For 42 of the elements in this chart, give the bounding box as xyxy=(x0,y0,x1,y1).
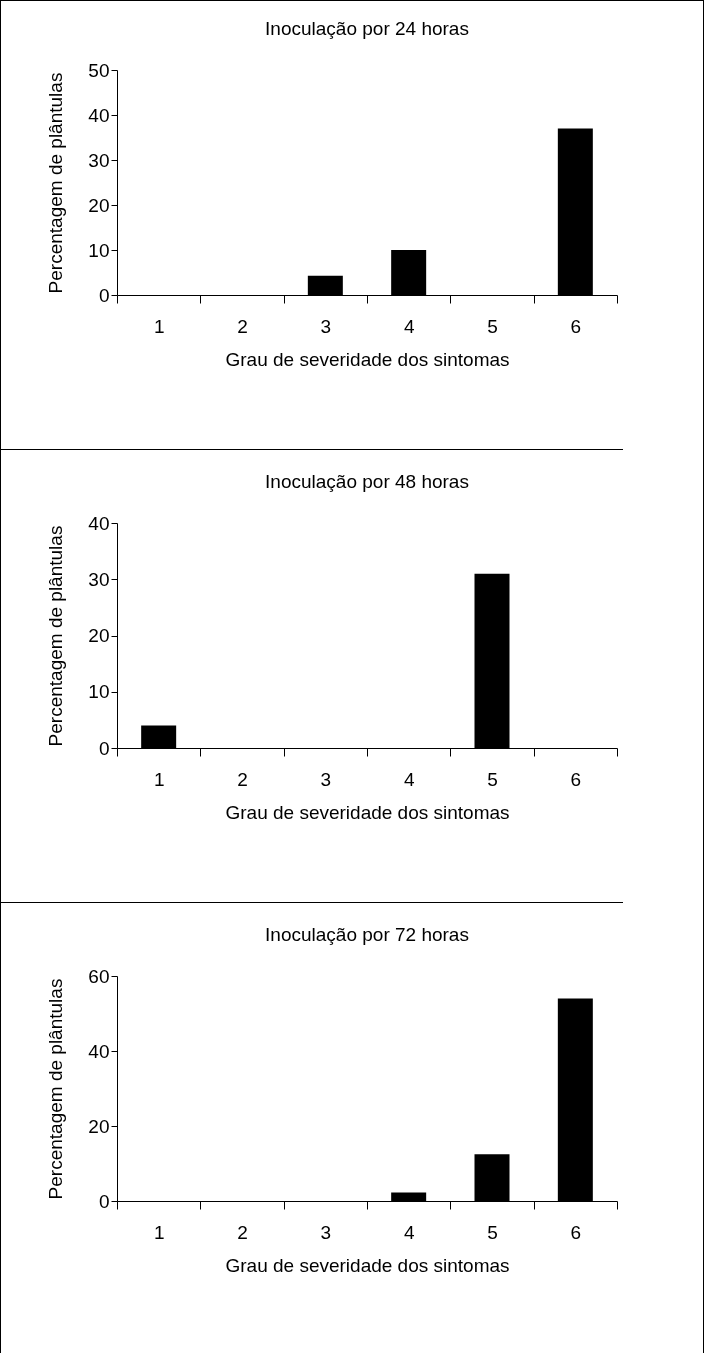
y-tick-label: 40 xyxy=(88,1040,110,1062)
y-tick-label: 40 xyxy=(88,104,110,126)
x-axis-title: Grau de severidade dos sintomas xyxy=(225,348,510,370)
x-tick-label: 4 xyxy=(403,1221,415,1243)
y-tick-label: 30 xyxy=(88,568,110,590)
chart-title: Inoculação por 72 horas xyxy=(265,924,469,945)
x-tick-label: 1 xyxy=(153,315,165,337)
x-tick-label: 3 xyxy=(320,315,332,337)
x-tick-label: 4 xyxy=(403,315,415,337)
x-tick-label: 2 xyxy=(237,768,248,790)
y-tick-label: 40 xyxy=(88,512,110,534)
chart-title: Inoculação por 24 horas xyxy=(265,18,469,39)
y-axis-title: Percentagem de plântulas xyxy=(45,72,67,294)
x-tick-label: 5 xyxy=(487,315,498,337)
chart-title: Inoculação por 48 horas xyxy=(265,471,469,492)
y-tick-label: 0 xyxy=(98,284,110,306)
y-tick-label: 50 xyxy=(88,59,110,81)
y-tick-label: 60 xyxy=(88,965,110,987)
y-axis-title: Percentagem de plântulas xyxy=(45,978,67,1200)
x-tick-label: 5 xyxy=(487,1221,498,1243)
x-tick-label: 4 xyxy=(403,768,415,790)
x-tick-label: 1 xyxy=(153,768,165,790)
y-tick-label: 0 xyxy=(98,1190,110,1212)
y-tick-label: 30 xyxy=(88,149,110,171)
x-tick-label: 1 xyxy=(153,1221,165,1243)
y-tick-label: 20 xyxy=(88,1115,110,1137)
x-tick-label: 2 xyxy=(237,1221,248,1243)
y-tick-label: 10 xyxy=(88,681,110,703)
x-axis-title: Grau de severidade dos sintomas xyxy=(225,1254,510,1276)
y-tick-label: 0 xyxy=(98,737,110,759)
x-tick-label: 6 xyxy=(570,315,582,337)
x-axis-title: Grau de severidade dos sintomas xyxy=(225,801,510,823)
x-tick-label: 6 xyxy=(570,768,582,790)
x-tick-label: 3 xyxy=(320,1221,332,1243)
x-tick-label: 5 xyxy=(487,768,498,790)
y-tick-label: 10 xyxy=(88,239,110,261)
x-tick-label: 6 xyxy=(570,1221,582,1243)
y-axis-title: Percentagem de plântulas xyxy=(45,525,67,747)
y-tick-label: 20 xyxy=(88,194,110,216)
x-tick-label: 2 xyxy=(237,315,248,337)
y-tick-label: 20 xyxy=(88,625,110,646)
x-tick-label: 3 xyxy=(320,768,332,790)
